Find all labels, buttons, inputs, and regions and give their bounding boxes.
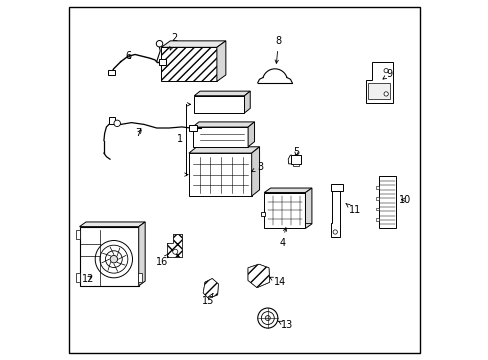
Polygon shape <box>247 122 254 147</box>
Bar <box>80 226 139 286</box>
Polygon shape <box>305 188 311 228</box>
Circle shape <box>105 251 122 267</box>
Bar <box>109 117 115 125</box>
Polygon shape <box>192 122 254 127</box>
Bar <box>76 273 80 282</box>
Polygon shape <box>161 47 217 81</box>
Bar <box>378 176 395 228</box>
Polygon shape <box>366 62 392 103</box>
Polygon shape <box>264 188 311 193</box>
Bar <box>375 197 378 200</box>
Text: 10: 10 <box>398 195 410 205</box>
Text: 16: 16 <box>156 254 168 267</box>
Text: 5: 5 <box>293 147 299 157</box>
Circle shape <box>114 120 120 127</box>
Circle shape <box>257 308 277 328</box>
Bar <box>194 96 244 113</box>
Circle shape <box>383 68 387 73</box>
Polygon shape <box>203 279 218 298</box>
Text: 8: 8 <box>275 36 281 63</box>
Polygon shape <box>330 184 343 191</box>
Polygon shape <box>80 222 145 226</box>
Polygon shape <box>251 147 259 196</box>
Polygon shape <box>161 41 225 47</box>
Polygon shape <box>247 264 269 288</box>
Text: 12: 12 <box>81 274 94 284</box>
Polygon shape <box>203 279 218 298</box>
Text: 9: 9 <box>382 69 392 79</box>
Text: 11: 11 <box>346 204 360 216</box>
Bar <box>76 230 80 239</box>
Polygon shape <box>167 234 182 257</box>
Bar <box>192 127 247 147</box>
Circle shape <box>95 240 132 278</box>
Text: 7: 7 <box>135 129 142 138</box>
Text: 6: 6 <box>124 51 131 61</box>
Circle shape <box>110 256 117 263</box>
Text: 13: 13 <box>277 320 292 330</box>
Bar <box>189 125 197 131</box>
Polygon shape <box>188 147 259 153</box>
Circle shape <box>261 312 274 324</box>
Bar <box>375 219 378 221</box>
Circle shape <box>265 316 270 320</box>
Text: 2: 2 <box>169 33 177 50</box>
Bar <box>138 273 142 282</box>
Polygon shape <box>139 222 145 286</box>
Bar <box>159 59 165 64</box>
Circle shape <box>383 92 387 96</box>
Text: 15: 15 <box>202 293 214 306</box>
Bar <box>290 155 301 164</box>
Bar <box>367 83 389 99</box>
Text: 14: 14 <box>269 277 285 287</box>
Circle shape <box>156 41 163 47</box>
Bar <box>260 212 264 216</box>
Bar <box>264 193 305 228</box>
Polygon shape <box>244 91 250 113</box>
Bar <box>188 153 251 196</box>
Circle shape <box>100 245 127 273</box>
Text: 4: 4 <box>279 228 286 248</box>
Bar <box>293 163 298 166</box>
Circle shape <box>172 249 178 254</box>
Bar <box>375 208 378 211</box>
Polygon shape <box>247 264 269 288</box>
Polygon shape <box>330 184 339 237</box>
Polygon shape <box>217 41 225 81</box>
Polygon shape <box>194 91 250 96</box>
Bar <box>375 186 378 189</box>
Polygon shape <box>167 234 182 257</box>
Bar <box>107 70 115 75</box>
Text: 3: 3 <box>251 162 263 172</box>
Text: 1: 1 <box>177 135 183 144</box>
Circle shape <box>332 230 337 234</box>
